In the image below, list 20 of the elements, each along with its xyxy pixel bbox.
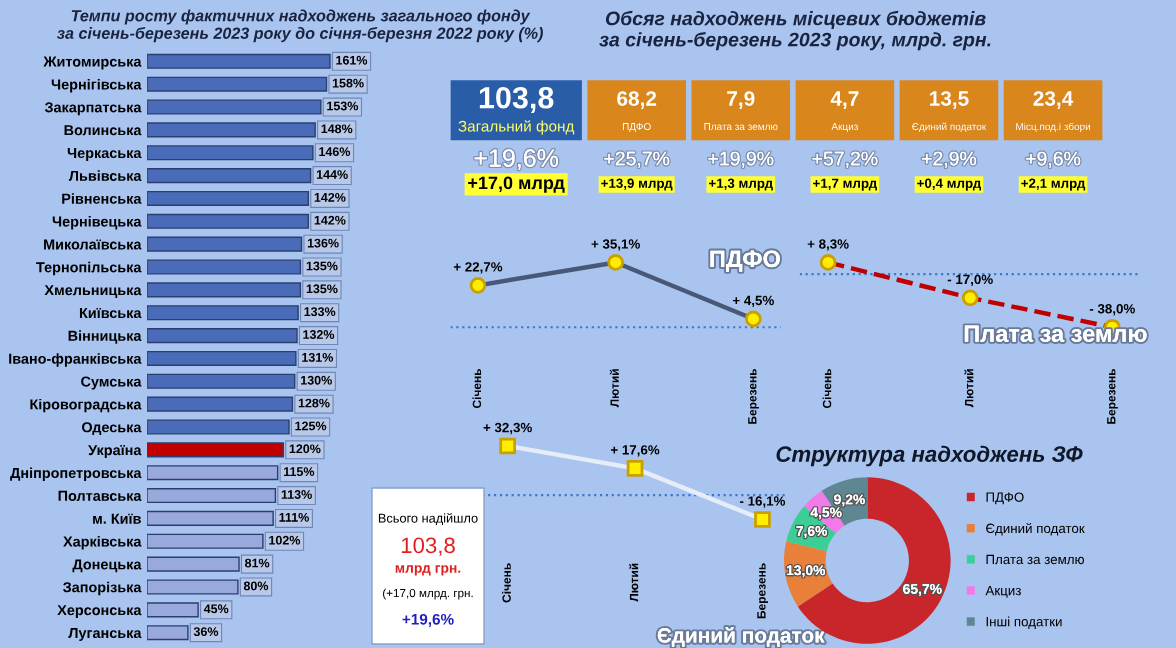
text: 4,7: [830, 91, 859, 109]
text: 13,5: [930, 91, 969, 109]
text: +9,6%: [1026, 151, 1081, 168]
text: 103,8: [479, 86, 554, 113]
chart-title: ПДФО: [710, 250, 780, 272]
text: +17,0 млрд: [468, 176, 565, 193]
text: 68,2: [617, 91, 657, 109]
text: 103,8: [401, 537, 455, 556]
text: 7,9: [727, 91, 755, 109]
text: +19,9%: [708, 151, 774, 168]
text: +57,2%: [812, 151, 878, 168]
text: +19,6%: [474, 149, 559, 170]
chart-title: Структура надходжень ЗФ: [776, 445, 1083, 467]
text: Єдиний податок: [657, 627, 825, 647]
text: +2,9%: [922, 151, 977, 168]
text: Обсяг надходжень місцевих бюджетів за січень-березень 2023 року, млрд. грн.: [599, 10, 991, 51]
text: +25,7%: [604, 151, 670, 168]
chart-title: Темпи росту фактичних надходжень загального фонду за січень-березень 2023 року до січня-березня 2022 року (%): [56, 9, 543, 43]
text: 23,4: [1033, 91, 1074, 109]
text: Плата за землю: [964, 325, 1147, 342]
